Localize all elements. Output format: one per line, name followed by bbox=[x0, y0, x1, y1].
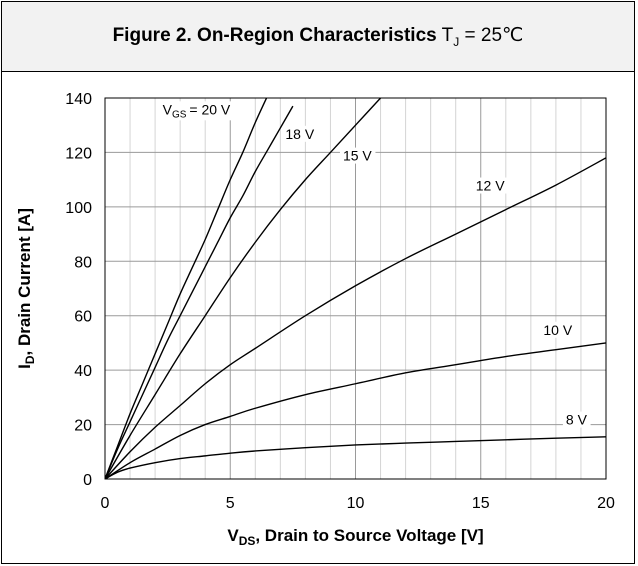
x-tick-label: 10 bbox=[347, 495, 365, 512]
series-label-8v: 8 V bbox=[566, 412, 588, 428]
y-tick-label: 0 bbox=[83, 472, 92, 489]
x-tick-label: 15 bbox=[472, 495, 490, 512]
plot-area-border bbox=[104, 97, 607, 480]
y-tick-label: 60 bbox=[74, 309, 92, 326]
series-lines bbox=[105, 98, 606, 479]
curve-vgs-15v bbox=[105, 98, 382, 479]
label-knockout bbox=[540, 321, 576, 338]
y-tick-label: 100 bbox=[65, 200, 92, 217]
condition-subscript: J bbox=[453, 34, 460, 49]
label-knockout bbox=[472, 177, 509, 194]
label-knockout bbox=[339, 147, 376, 164]
curve-vgs-8v bbox=[105, 436, 606, 479]
x-tick-label: 5 bbox=[226, 495, 235, 512]
series-labels: VGS = 20 V 18 V 15 V 12 V 10 V 8 V bbox=[163, 101, 588, 427]
y-tick-label: 40 bbox=[74, 363, 92, 380]
series-label-12v: 12 V bbox=[476, 178, 505, 194]
curve-vgs-10v bbox=[105, 342, 606, 479]
figure-title: Figure 2. On-Region Characteristics TJ =… bbox=[113, 24, 524, 49]
curve-vgs-18v bbox=[105, 105, 294, 479]
major-grid bbox=[105, 98, 606, 479]
label-knockouts bbox=[159, 101, 591, 428]
x-tick-label: 0 bbox=[101, 495, 110, 512]
y-tick-label: 20 bbox=[74, 418, 92, 435]
x-tick-label: 20 bbox=[597, 495, 615, 512]
label-knockout bbox=[562, 411, 591, 428]
x-axis-title: VDS, Drain to Source Voltage [V] bbox=[227, 526, 483, 548]
figure-title-bar: Figure 2. On-Region Characteristics TJ =… bbox=[2, 2, 634, 72]
condition-symbol: T bbox=[441, 25, 454, 47]
y-tick-labels: 0 20 40 60 80 100 120 140 bbox=[65, 91, 92, 489]
curve-vgs-20v bbox=[105, 98, 268, 479]
curve-vgs-12v bbox=[105, 157, 606, 479]
y-tick-label: 80 bbox=[74, 254, 92, 271]
figure-title-condition: TJ = 25℃ bbox=[441, 25, 524, 49]
label-knockout bbox=[159, 101, 234, 121]
figure-title-text: Figure 2. On-Region Characteristics bbox=[112, 25, 437, 47]
y-axis-title: ID, Drain Current [A] bbox=[15, 208, 37, 369]
y-tick-label: 120 bbox=[65, 145, 92, 162]
label-knockout bbox=[282, 125, 318, 142]
y-tick-label: 140 bbox=[65, 91, 92, 108]
series-label-15v: 15 V bbox=[343, 148, 372, 164]
series-label-20v: VGS = 20 V bbox=[163, 101, 231, 120]
condition-value: = 25℃ bbox=[464, 25, 524, 47]
series-label-10v: 10 V bbox=[543, 322, 572, 338]
series-label-18v: 18 V bbox=[285, 126, 314, 142]
x-tick-labels: 0 5 10 15 20 bbox=[101, 495, 615, 512]
